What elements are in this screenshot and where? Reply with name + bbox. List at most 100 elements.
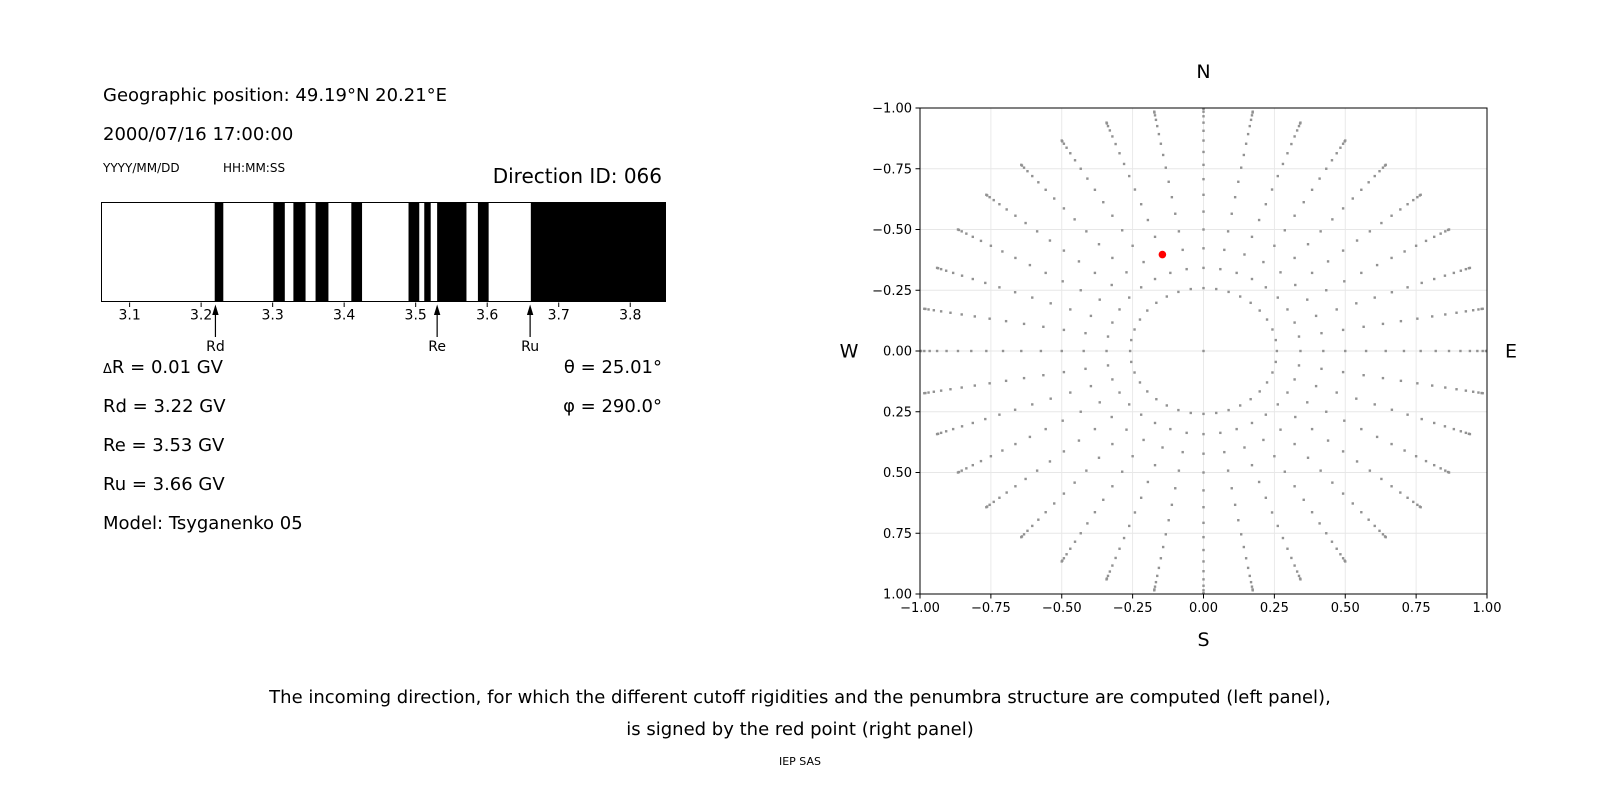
direction-dot: [1360, 188, 1363, 191]
direction-dot: [1344, 139, 1347, 142]
direction-dot: [1161, 545, 1165, 549]
penumbra-bar: [408, 202, 420, 302]
direction-dot: [1089, 384, 1093, 388]
red-point: [1158, 250, 1167, 259]
direction-dot: [1028, 263, 1032, 267]
y-tick-label: 0.75: [883, 527, 912, 542]
direction-dot: [945, 349, 948, 353]
direction-dot: [960, 425, 964, 428]
direction-dot: [1062, 328, 1066, 332]
direction-dot: [1154, 580, 1158, 584]
penumbra-bar: [437, 202, 467, 302]
direction-dot: [1293, 256, 1296, 260]
direction-dot: [984, 281, 987, 285]
direction-dot: [1146, 218, 1150, 222]
direction-dot: [1169, 427, 1172, 431]
direction-dot: [1026, 529, 1029, 533]
direction-dot: [1360, 271, 1363, 275]
direction-dot: [1306, 298, 1309, 301]
direction-dot: [1306, 456, 1310, 459]
direction-dot: [1037, 181, 1040, 184]
penumbra-bar: [315, 202, 329, 302]
direction-dot: [1106, 124, 1110, 128]
direction-dot: [1133, 371, 1136, 374]
direction-dot: [1294, 415, 1297, 419]
direction-dot: [1276, 524, 1279, 528]
direction-dot: [1044, 188, 1047, 191]
direction-dot: [1355, 460, 1359, 463]
x-tick-label: 3.6: [476, 308, 498, 324]
direction-dot: [1062, 492, 1066, 495]
direction-dot: [1444, 386, 1447, 389]
rd-value-row: Rd = 3.22 GV: [103, 396, 226, 417]
direction-dot: [1384, 349, 1387, 353]
direction-dot: [1105, 349, 1108, 353]
direction-dot: [1165, 404, 1169, 407]
direction-dot: [965, 232, 968, 235]
direction-dot: [1062, 370, 1066, 374]
direction-dot: [989, 244, 993, 247]
direction-dot: [1227, 408, 1230, 412]
direction-dot: [1249, 301, 1252, 305]
direction-dot: [1293, 135, 1296, 138]
direction-dot: [1403, 449, 1406, 452]
direction-dot: [1061, 280, 1064, 283]
direction-dot: [1250, 235, 1254, 239]
direction-dot: [1243, 446, 1246, 449]
direction-dot: [1444, 230, 1447, 233]
direction-dot: [1250, 277, 1254, 281]
x-tick-label: 3.1: [118, 308, 140, 324]
direction-dot: [920, 349, 922, 353]
direction-dot: [1121, 229, 1124, 232]
direction-dot: [1351, 502, 1354, 505]
direction-dot: [1281, 162, 1285, 166]
direction-dot: [1368, 469, 1372, 472]
direction-dot: [1161, 153, 1165, 157]
direction-dot: [1202, 535, 1205, 539]
direction-dot: [1189, 287, 1192, 291]
direction-dot: [1111, 564, 1114, 567]
arrow-Ru: Ru: [521, 304, 539, 355]
direction-dot: [1481, 349, 1484, 353]
direction-dot: [1431, 315, 1434, 318]
direction-dot: [1249, 118, 1253, 122]
direction-dot: [1271, 371, 1274, 374]
direction-dot: [1416, 317, 1419, 320]
direction-dot: [1286, 152, 1289, 155]
direction-dot: [1270, 188, 1274, 191]
direction-dot: [1243, 253, 1246, 256]
direction-dot: [998, 496, 1001, 499]
direction-dot: [935, 432, 939, 436]
direction-dot: [1471, 309, 1475, 312]
direction-dot: [1439, 467, 1442, 470]
direction-dot: [1114, 556, 1117, 560]
direction-dot: [1142, 438, 1145, 442]
direction-dot: [1131, 455, 1134, 458]
direction-dot: [1069, 547, 1072, 550]
direction-dot: [998, 203, 1001, 206]
direction-dot: [1013, 408, 1017, 411]
datetime-label: 2000/07/16 17:00:00: [103, 124, 294, 145]
arrow-head: [433, 304, 441, 315]
direction-dot: [1293, 442, 1296, 446]
direction-dot: [1111, 442, 1114, 446]
direction-dot: [1153, 463, 1157, 467]
compass-west-label: W: [840, 341, 859, 363]
direction-dot: [1344, 560, 1347, 563]
direction-dot: [927, 391, 930, 394]
direction-dot: [1202, 521, 1205, 525]
direction-dot: [1139, 496, 1143, 499]
direction-dot: [1106, 364, 1110, 367]
direction-dot: [1238, 404, 1242, 407]
direction-dot: [985, 506, 988, 509]
direction-dot: [1110, 283, 1113, 287]
direction-dot: [1412, 198, 1415, 202]
direction-dot: [1085, 469, 1088, 472]
direction-dot: [1390, 256, 1393, 260]
direction-dot: [1464, 389, 1468, 392]
direction-dot: [1325, 289, 1328, 292]
direction-dot: [1146, 390, 1149, 393]
direction-dot: [1105, 578, 1108, 581]
y-tick-label: 0.00: [883, 345, 912, 360]
direction-dot: [1128, 524, 1131, 528]
